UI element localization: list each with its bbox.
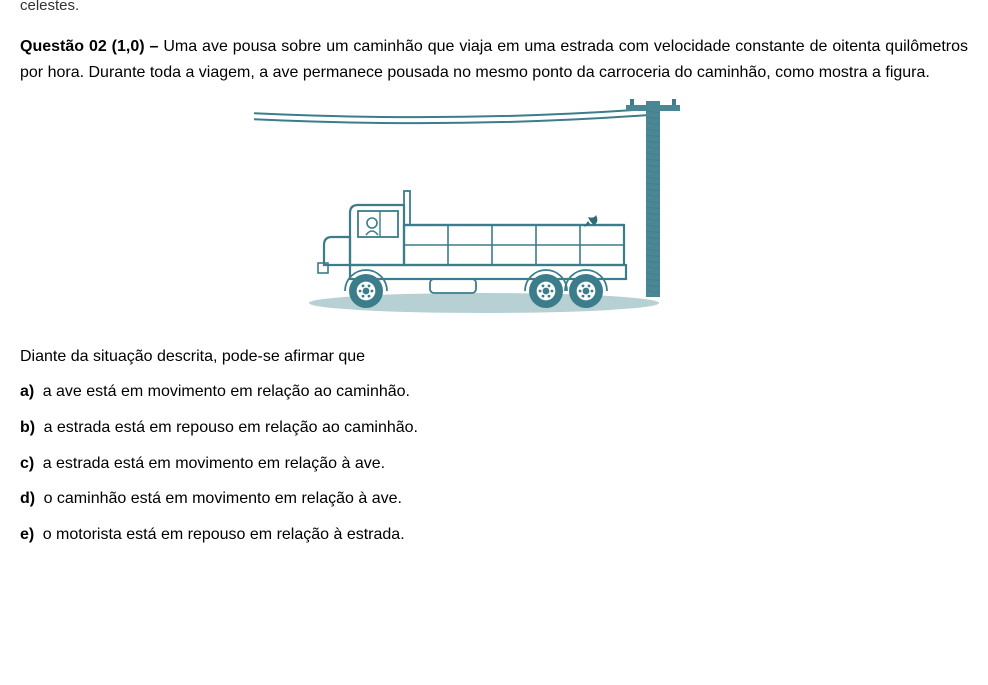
- option-a: a) a ave está em movimento em relação ao…: [20, 379, 968, 405]
- option-text: o caminhão está em movimento em relação …: [44, 490, 402, 507]
- option-letter: d): [20, 490, 35, 507]
- option-letter: a): [20, 383, 34, 400]
- option-d: d) o caminhão está em movimento em relaç…: [20, 486, 968, 512]
- option-letter: e): [20, 526, 34, 543]
- option-text: a estrada está em movimento em relação à…: [43, 455, 385, 472]
- option-letter: c): [20, 455, 34, 472]
- previous-line-fragment: celestes.: [20, 0, 968, 18]
- option-text: a ave está em movimento em relação ao ca…: [43, 383, 410, 400]
- option-text: a estrada está em repouso em relação ao …: [44, 419, 418, 436]
- option-text: o motorista está em repouso em relação à…: [43, 526, 405, 543]
- figure-container: [20, 95, 968, 334]
- option-b: b) a estrada está em repouso em relação …: [20, 415, 968, 441]
- option-letter: b): [20, 419, 35, 436]
- option-e: e) o motorista está em repouso em relaçã…: [20, 522, 968, 548]
- question-label: Questão 02 (1,0) –: [20, 38, 163, 55]
- exam-question-page: celestes. Questão 02 (1,0) – Uma ave pou…: [0, 0, 988, 679]
- question-body: Uma ave pousa sobre um caminhão que viaj…: [20, 38, 968, 81]
- question-paragraph: Questão 02 (1,0) – Uma ave pousa sobre u…: [20, 34, 968, 85]
- truck-pole-illustration: [254, 95, 734, 325]
- answer-prompt: Diante da situação descrita, pode-se afi…: [20, 344, 968, 370]
- option-c: c) a estrada está em movimento em relaçã…: [20, 451, 968, 477]
